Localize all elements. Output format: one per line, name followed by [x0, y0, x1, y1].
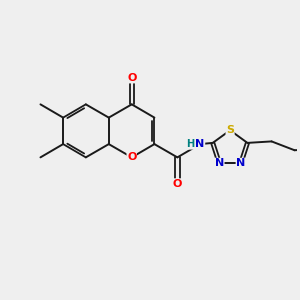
Text: N: N — [195, 139, 205, 149]
Text: O: O — [127, 152, 136, 162]
Text: O: O — [173, 179, 182, 189]
Text: H: H — [187, 139, 195, 149]
Text: N: N — [236, 158, 245, 168]
Text: O: O — [127, 73, 136, 83]
Text: N: N — [215, 158, 224, 168]
Text: S: S — [226, 125, 234, 135]
